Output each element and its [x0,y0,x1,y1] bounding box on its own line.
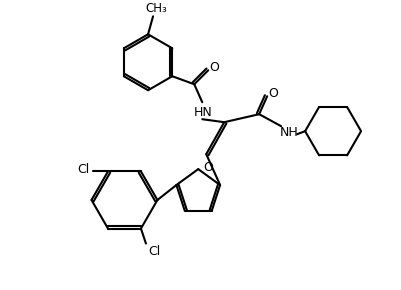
Text: NH: NH [279,126,298,139]
Text: O: O [203,161,213,174]
Text: O: O [267,87,277,100]
Text: CH₃: CH₃ [145,2,166,15]
Text: HN: HN [193,106,212,119]
Text: Cl: Cl [148,245,160,258]
Text: O: O [209,61,219,74]
Text: Cl: Cl [77,163,89,176]
